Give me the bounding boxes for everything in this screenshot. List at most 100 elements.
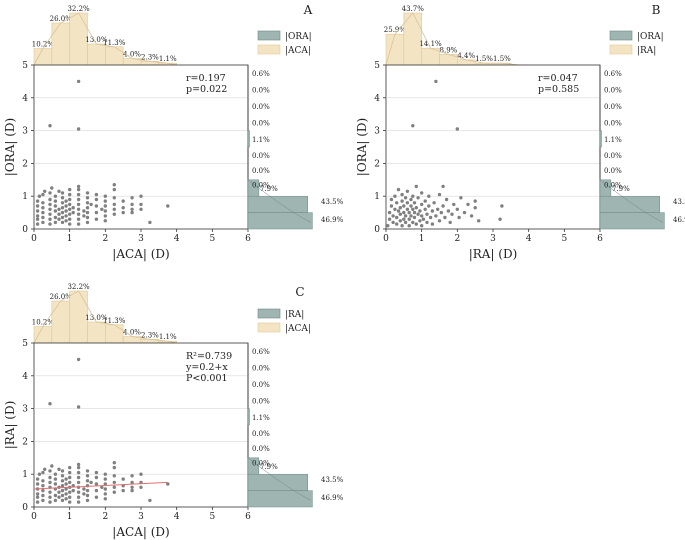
y-tick-label: 5 [22, 61, 28, 71]
data-point [57, 467, 61, 471]
data-point [48, 480, 52, 485]
panel-b: B25.9%43.7%14.1%8.9%4.4% 1.5% 1.5%0 1 2 3 4 5 60… [355, 3, 685, 261]
data-point [76, 197, 81, 202]
data-point [462, 210, 467, 215]
data-point [53, 472, 58, 476]
data-point [448, 220, 452, 225]
data-point [405, 189, 410, 193]
y-tick-label: 2 [374, 159, 380, 169]
data-point [402, 204, 406, 208]
data-point [94, 482, 99, 486]
x-tick-label: 3 [490, 234, 496, 244]
data-point [85, 215, 90, 220]
scatter-points [35, 357, 170, 504]
y-tick-label: 3 [374, 127, 380, 137]
data-point [427, 194, 431, 198]
x-tick-label: 3 [138, 512, 144, 522]
data-point [57, 495, 61, 499]
x-tick-label: 0 [383, 234, 389, 244]
legend-label: |RA| [637, 46, 656, 56]
data-point [407, 210, 411, 215]
x-axis-label: |ACA| (D) [112, 525, 169, 539]
data-point [76, 470, 81, 475]
data-point [53, 493, 58, 498]
top-hist-bar [385, 33, 405, 66]
x-tick-label: 6 [597, 234, 603, 244]
data-point [130, 207, 134, 211]
data-point [71, 206, 75, 210]
data-point [443, 215, 447, 220]
side-hist-label: 0.0% [252, 445, 270, 453]
data-point [53, 194, 58, 198]
data-point [76, 212, 81, 216]
data-point [412, 215, 417, 220]
data-point [64, 497, 68, 501]
data-point [48, 197, 52, 202]
side-hist-bar [247, 473, 308, 491]
data-point [103, 204, 108, 208]
data-point [41, 498, 45, 503]
y-tick-label: 5 [22, 339, 28, 349]
data-point [68, 212, 72, 216]
data-point [57, 212, 61, 216]
plot-frame [385, 64, 601, 230]
data-point [41, 493, 45, 498]
top-hist-label: 43.7% [402, 5, 425, 13]
data-point [434, 214, 438, 218]
top-hist-bar [87, 43, 106, 66]
data-point [112, 207, 117, 211]
x-tick-label: 4 [174, 512, 180, 522]
side-hist-bar [599, 212, 665, 230]
data-point [473, 206, 477, 210]
data-point [64, 219, 68, 223]
side-hist-label: 0.0% [252, 381, 270, 389]
side-hist-label: 7.9% [260, 185, 278, 193]
data-point [436, 207, 440, 211]
data-point [121, 210, 125, 215]
data-point [411, 124, 415, 128]
side-hist-bar [247, 130, 250, 148]
top-hist-label: 4.0% [123, 51, 141, 59]
top-hist-label: 2.3% [141, 53, 159, 61]
side-hist-label: 7.9% [612, 185, 630, 193]
data-point [76, 490, 81, 494]
data-point [35, 495, 40, 499]
data-point [112, 490, 117, 494]
y-tick-label: 2 [22, 437, 28, 447]
top-histogram: 25.9%43.7%14.1%8.9%4.4% 1.5% 1.5% [384, 5, 529, 66]
data-point [35, 214, 40, 218]
data-point [68, 495, 72, 499]
data-point [455, 127, 459, 131]
data-point [64, 204, 68, 208]
x-tick-label: 2 [102, 234, 108, 244]
stat-line: r=0.197 [186, 73, 226, 84]
legend-swatch [609, 30, 633, 41]
data-point [130, 202, 134, 207]
x-tick-label: 1 [419, 234, 425, 244]
top-hist-bar [457, 59, 476, 66]
data-point [446, 209, 451, 213]
legend-label: |ACA| [285, 324, 311, 334]
data-point [103, 492, 108, 496]
top-hist-label: 4.4% [457, 52, 475, 60]
data-point [68, 470, 72, 475]
data-point [389, 197, 394, 202]
data-point [68, 465, 72, 470]
legend-swatch [609, 44, 633, 55]
data-point [37, 472, 42, 476]
data-point [112, 202, 117, 207]
data-point [53, 209, 58, 213]
panel-letter: C [295, 285, 304, 299]
top-hist-label: 1.1% [159, 333, 177, 341]
data-point [441, 204, 445, 208]
data-point [112, 465, 117, 470]
data-point [53, 204, 58, 208]
x-tick-label: 1 [67, 512, 73, 522]
data-point [85, 206, 90, 210]
side-hist-label: 0.0% [604, 103, 622, 111]
data-point [35, 217, 40, 221]
data-point [414, 184, 418, 189]
data-point [76, 405, 81, 409]
data-point [37, 194, 42, 198]
data-point [420, 191, 424, 195]
